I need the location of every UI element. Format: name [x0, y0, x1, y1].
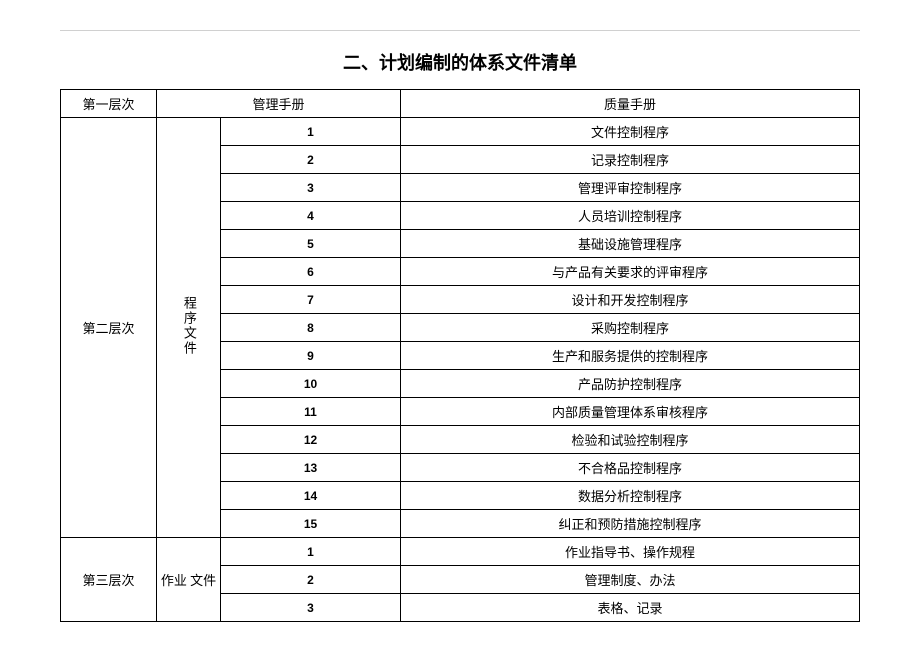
header-level: 第一层次 [61, 90, 157, 118]
row-name: 内部质量管理体系审核程序 [401, 398, 860, 426]
row-num: 14 [221, 482, 401, 510]
document-list-table: 第一层次 管理手册 质量手册 第二层次 程序文件 1 文件控制程序 2 记录控制… [60, 89, 860, 622]
row-num: 13 [221, 454, 401, 482]
row-num: 6 [221, 258, 401, 286]
row-num: 1 [221, 118, 401, 146]
row-name: 设计和开发控制程序 [401, 286, 860, 314]
row-name: 纠正和预防措施控制程序 [401, 510, 860, 538]
row-num: 5 [221, 230, 401, 258]
row-num: 3 [221, 174, 401, 202]
row-num: 11 [221, 398, 401, 426]
row-num: 12 [221, 426, 401, 454]
row-num: 3 [221, 594, 401, 622]
header-quality-manual: 质量手册 [401, 90, 860, 118]
header-mgmt-manual: 管理手册 [157, 90, 401, 118]
row-name: 检验和试验控制程序 [401, 426, 860, 454]
table-row: 第二层次 程序文件 1 文件控制程序 [61, 118, 860, 146]
row-name: 管理评审控制程序 [401, 174, 860, 202]
row-name: 与产品有关要求的评审程序 [401, 258, 860, 286]
row-name: 表格、记录 [401, 594, 860, 622]
row-num: 15 [221, 510, 401, 538]
row-num: 9 [221, 342, 401, 370]
level2-label: 第二层次 [61, 118, 157, 538]
level3-group-label: 作业 文件 [157, 538, 221, 622]
row-name: 作业指导书、操作规程 [401, 538, 860, 566]
row-name: 不合格品控制程序 [401, 454, 860, 482]
row-name: 记录控制程序 [401, 146, 860, 174]
level2-group-label: 程序文件 [157, 118, 221, 538]
row-name: 采购控制程序 [401, 314, 860, 342]
level2-group-text: 程序文件 [178, 296, 199, 356]
row-name: 管理制度、办法 [401, 566, 860, 594]
row-num: 2 [221, 566, 401, 594]
row-name: 产品防护控制程序 [401, 370, 860, 398]
table-header-row: 第一层次 管理手册 质量手册 [61, 90, 860, 118]
row-num: 2 [221, 146, 401, 174]
row-num: 8 [221, 314, 401, 342]
row-num: 7 [221, 286, 401, 314]
row-num: 1 [221, 538, 401, 566]
row-name: 生产和服务提供的控制程序 [401, 342, 860, 370]
row-name: 数据分析控制程序 [401, 482, 860, 510]
row-name: 人员培训控制程序 [401, 202, 860, 230]
row-name: 基础设施管理程序 [401, 230, 860, 258]
row-num: 4 [221, 202, 401, 230]
row-num: 10 [221, 370, 401, 398]
row-name: 文件控制程序 [401, 118, 860, 146]
table-row: 第三层次 作业 文件 1 作业指导书、操作规程 [61, 538, 860, 566]
page-top-divider [60, 30, 860, 31]
level3-label: 第三层次 [61, 538, 157, 622]
page-title: 二、计划编制的体系文件清单 [60, 49, 860, 75]
